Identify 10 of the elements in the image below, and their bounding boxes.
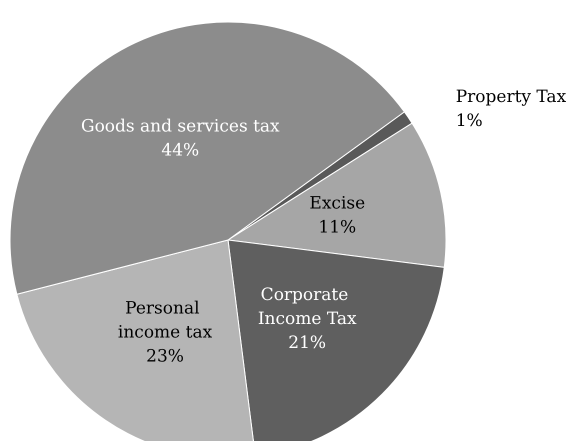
data-label: 21% (288, 333, 326, 354)
data-label: 44% (161, 140, 200, 161)
slice-label: Corporate Income Tax (258, 285, 357, 330)
data-label: 1% (456, 111, 483, 132)
data-label: 11% (318, 218, 356, 238)
slice-label: Goods and services tax (80, 116, 280, 137)
slice-label: Excise (309, 194, 366, 214)
slice-label: Personal income tax (118, 298, 213, 343)
data-label: 23% (146, 346, 184, 367)
slice-label: Property Tax (456, 87, 567, 108)
